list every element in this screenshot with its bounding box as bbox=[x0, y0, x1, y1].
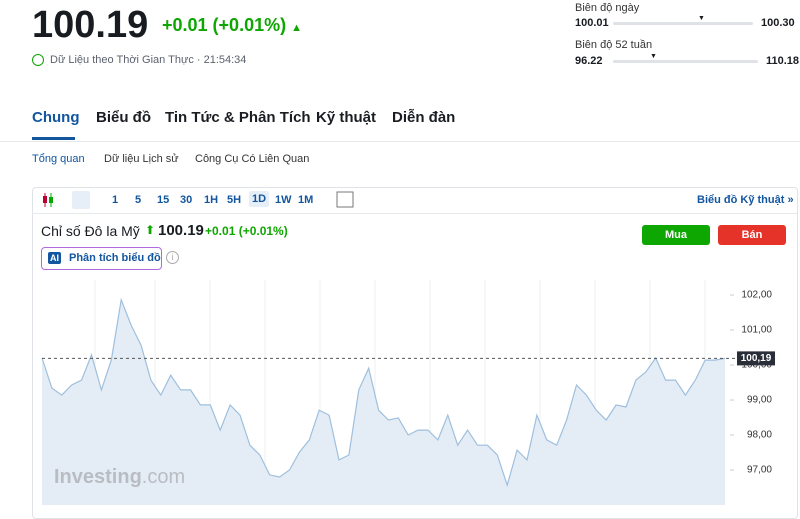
range-bar bbox=[613, 22, 753, 25]
interval[interactable]: 15 bbox=[157, 194, 170, 206]
y-tick-label: 97,00 bbox=[747, 465, 772, 476]
interval[interactable]: 30 bbox=[180, 194, 193, 206]
interval[interactable]: 5H bbox=[227, 194, 242, 206]
range-label: Biên độ ngày bbox=[575, 2, 640, 14]
info-icon: i bbox=[166, 251, 179, 264]
up-icon: ⬆ bbox=[145, 223, 156, 237]
range-marker: ▼ bbox=[698, 15, 705, 22]
range-marker: ▼ bbox=[650, 53, 657, 60]
status: Dữ Liệu theo Thời Gian Thực · 21:54:34 bbox=[50, 54, 247, 66]
range-bar bbox=[613, 60, 758, 63]
area-icon bbox=[72, 191, 90, 209]
area-fill bbox=[42, 299, 725, 505]
tab[interactable]: Tin Tức & Phân Tích bbox=[165, 109, 311, 126]
watermark: Investing.com bbox=[54, 466, 185, 488]
buy-button[interactable]: Mua bbox=[642, 225, 710, 245]
chart-price: 100.19 bbox=[158, 222, 204, 239]
subtab[interactable]: Tổng quan bbox=[32, 153, 85, 165]
price: 100.19 bbox=[32, 4, 149, 46]
range-low: 96.22 bbox=[575, 55, 603, 67]
y-tick-label: 98,00 bbox=[747, 430, 772, 441]
subtab[interactable]: Dữ liệu Lịch sử bbox=[104, 153, 179, 165]
chart-title: Chỉ số Đô la Mỹ bbox=[41, 223, 140, 239]
tab[interactable]: Biểu đồ bbox=[96, 109, 151, 126]
ai-button[interactable] bbox=[41, 247, 162, 270]
interval[interactable]: 1 bbox=[112, 194, 119, 206]
change-text: +0.01 (+0.01%) bbox=[162, 15, 287, 35]
price-change: +0.01 (+0.01%) ▲ bbox=[162, 15, 302, 36]
last-price-label: 100,19 bbox=[741, 353, 772, 364]
clock-icon bbox=[32, 54, 44, 66]
last-price-box bbox=[737, 351, 775, 366]
y-tick-label: 99,00 bbox=[747, 395, 772, 406]
sell-button[interactable]: Bán bbox=[718, 225, 786, 245]
up-icon: ▲ bbox=[291, 22, 302, 34]
ai-label: Phân tích biểu đồ bbox=[69, 252, 161, 264]
tab[interactable]: Kỹ thuật bbox=[316, 109, 376, 126]
range-high: 100.30 bbox=[761, 17, 795, 29]
candle-icon bbox=[43, 193, 53, 207]
interval[interactable]: 5 bbox=[135, 194, 142, 206]
interval[interactable]: 1W bbox=[275, 194, 292, 206]
tab-underline bbox=[32, 137, 75, 140]
ai-badge: AI bbox=[48, 252, 61, 264]
chart-change: +0.01 (+0.01%) bbox=[205, 224, 288, 238]
technical-link[interactable]: Biểu đồ Kỹ thuật » bbox=[697, 194, 794, 206]
divider bbox=[0, 141, 800, 142]
price-line bbox=[41, 297, 726, 488]
range-label: Biên độ 52 tuần bbox=[575, 39, 653, 51]
tab[interactable]: Chung bbox=[32, 109, 80, 126]
interval[interactable]: 1H bbox=[204, 194, 219, 206]
watermark-main: Investing bbox=[54, 466, 142, 488]
y-tick-label: 101,00 bbox=[741, 325, 772, 336]
range-low: 100.01 bbox=[575, 17, 609, 29]
subtab[interactable]: Công Cụ Có Liên Quan bbox=[195, 153, 310, 165]
watermark-suffix: .com bbox=[142, 466, 185, 488]
interval[interactable]: 1D bbox=[249, 191, 270, 207]
y-tick-label: 102,00 bbox=[741, 290, 772, 301]
toolbar-divider bbox=[32, 213, 797, 214]
settings-icon bbox=[336, 191, 354, 208]
interval[interactable]: 1M bbox=[298, 194, 314, 206]
tab[interactable]: Diễn đàn bbox=[392, 109, 456, 126]
range-high: 110.18 bbox=[766, 55, 800, 67]
